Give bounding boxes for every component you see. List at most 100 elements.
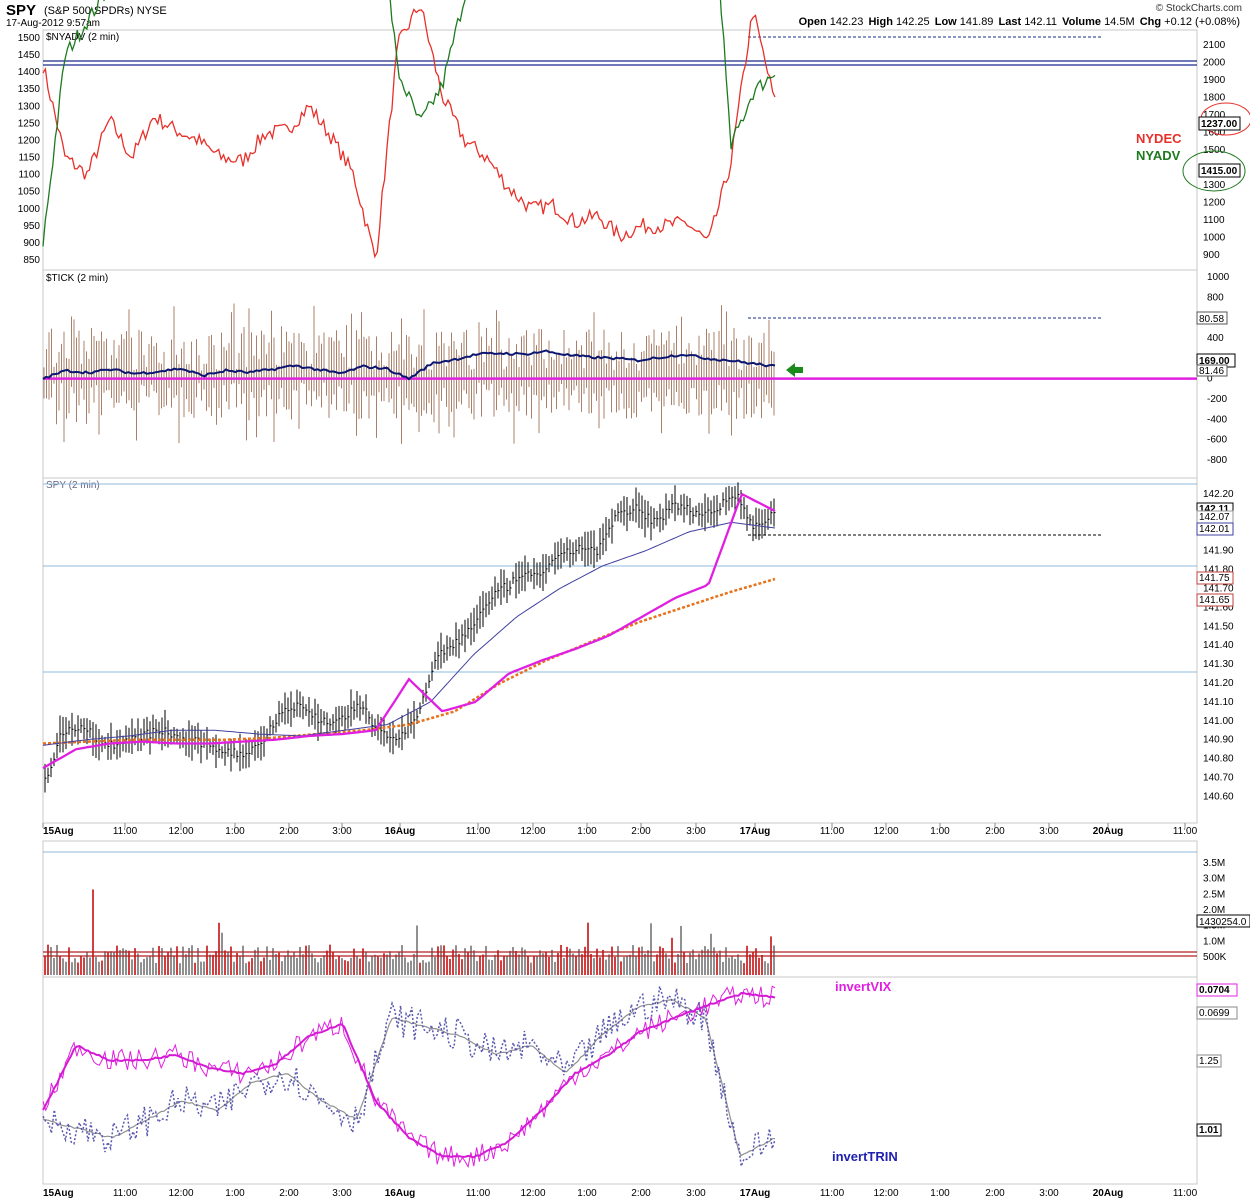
price-tag [1196,311,1228,325]
volume-bar [659,946,661,975]
volume-bar [230,946,232,975]
volume-bar [413,953,415,975]
x-axis-label: 16Aug [385,1188,416,1199]
x-axis-label: 12:00 [873,1188,898,1199]
volume-bar [449,958,451,975]
volume-bar [482,954,484,975]
volume-bar [653,961,655,975]
volume-bar [140,962,142,975]
volume-bar [548,956,550,975]
volume-bar [485,946,487,975]
volume-bar [719,950,721,975]
volume-bar [302,954,304,975]
volume-bar [212,954,214,975]
volume-bar [248,961,250,975]
inverttrin-line [42,986,776,1167]
volume-bar [377,956,379,975]
x-axis-label: 3:00 [332,826,352,837]
volume-bar [755,948,757,975]
volume-bar [392,959,394,975]
volume-bar [128,950,130,975]
vwap-line [42,492,776,770]
x-axis-label: 12:00 [168,826,193,837]
volume-bar [293,951,295,975]
volume-bar [185,954,187,975]
left-axis-label: 1450 [18,50,41,61]
volume-bar [743,963,745,975]
volume-bar [569,948,571,975]
volume-bar [266,946,268,975]
volume-bar [194,962,196,975]
volume-bar [152,947,154,975]
volume-bar [515,951,517,975]
volume-bar [701,949,703,975]
right-axis-label: 800 [1207,292,1224,303]
right-axis-label: 3.5M [1203,858,1225,869]
volume-bar [155,962,157,975]
volume-bar [218,922,220,975]
volume-bar [113,951,115,975]
right-axis-label: 0.0699 [1199,1008,1230,1019]
volume-bar [137,953,139,975]
volume-bar [593,958,595,975]
volume-bar [722,961,724,975]
volume-bar [530,962,532,975]
price-tag-label: 141.75 [1199,573,1230,584]
volume-bar [638,947,640,975]
volume-bar [581,954,583,975]
volume-bar [623,956,625,975]
volume-bar [686,963,688,975]
volume-bar [527,955,529,975]
volume-bar [242,945,244,975]
volume-bar [605,959,607,975]
volume-bar [428,961,430,975]
volume-bar [164,955,166,975]
volume-bar [275,954,277,975]
volume-bar [473,950,475,975]
right-axis-label: 1100 [1203,215,1225,226]
volume-bar [263,957,265,975]
volume-bar [533,955,535,975]
volume-bar [584,946,586,975]
x-axis-label: 1:00 [930,1188,950,1199]
x-axis-label: 1:00 [225,1188,245,1199]
volume-bar [416,925,418,975]
volume-bar [350,957,352,975]
volume-bar [83,957,85,975]
volume-bar [704,946,706,975]
volume-bar [77,962,79,975]
volume-bar [455,945,457,975]
volume-bar [278,952,280,975]
volume-bar [710,933,712,975]
volume-bar [317,962,319,975]
volume-bar [521,947,523,975]
volume-bar [497,950,499,975]
volume-bar [470,945,472,975]
volume-bar [674,962,676,975]
right-axis-label: 1500 [1203,145,1226,156]
volume-bar [383,953,385,975]
inverttrin-legend: invertTRIN [832,1149,898,1164]
nyadv-last-circle [1182,150,1246,192]
volume-bar [488,959,490,975]
volume-bar [572,953,574,975]
volume-bar [758,957,760,975]
volume-bar [695,959,697,975]
x-axis-label: 12:00 [873,826,898,837]
volume-bar [191,945,193,975]
volume-bar [539,950,541,975]
price-tag [1196,522,1234,536]
volume-bar [122,948,124,975]
right-axis-label: 0.0704 [1199,985,1230,996]
right-axis-label: 141.70 [1203,584,1234,595]
volume-bar [620,961,622,975]
volume-bar [173,955,175,975]
x-axis-label: 17Aug [740,1188,771,1199]
volume-bar [632,945,634,975]
x-axis-label: 2:00 [279,826,299,837]
x-axis-label: 15Aug [43,826,74,837]
x-axis-label: 11:00 [466,826,491,837]
x-axis-label: 12:00 [520,1188,545,1199]
x-axis-label: 2:00 [631,826,651,837]
volume-bar [197,947,199,975]
